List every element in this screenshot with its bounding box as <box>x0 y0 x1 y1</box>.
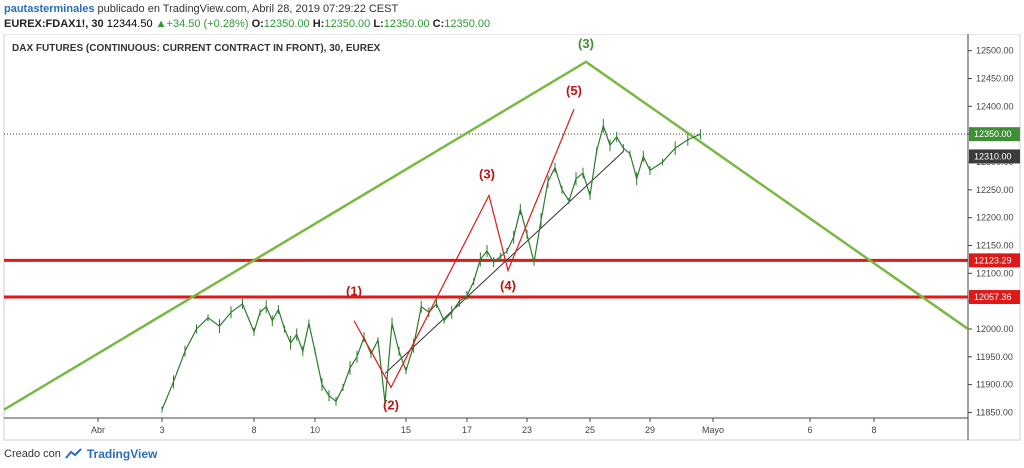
green-wave-group[interactable] <box>3 60 969 411</box>
y-tick-label: 12400.00 <box>976 101 1014 111</box>
wave-label: (5) <box>566 83 582 98</box>
trendline[interactable] <box>384 150 625 374</box>
price-candles-group <box>161 118 701 413</box>
y-tick-label: 12250.00 <box>976 185 1014 195</box>
price-tag-box <box>969 253 1020 268</box>
red-wave-group[interactable] <box>353 108 575 389</box>
chart-header: pautasterminales publicado en TradingVie… <box>4 2 1014 32</box>
chart-frame <box>3 34 1021 441</box>
y-tick-label: 12500.00 <box>976 46 1014 56</box>
y-tick-label: 12450.00 <box>976 74 1014 84</box>
x-tick-label: Abr <box>91 425 105 435</box>
publish-info: publicado en TradingView.com, Abril 28, … <box>97 3 399 15</box>
price-tag-box <box>969 290 1020 305</box>
red-wave-line[interactable] <box>353 108 575 389</box>
x-tick-label: 25 <box>585 425 595 435</box>
created-with-label: Creado con <box>4 448 61 460</box>
open-value: 12350.00 <box>263 18 310 30</box>
wave-label: (3) <box>578 36 594 51</box>
wave-label: (3) <box>479 167 495 182</box>
y-tick-label: 12200.00 <box>976 213 1014 223</box>
price-tag-label: 12350.00 <box>974 129 1012 139</box>
x-tick-label: 3 <box>159 425 164 435</box>
symbol-name: EUREX:FDAX1!, 30 <box>4 18 104 30</box>
wave-labels-group: (1) (2) (3) (4) (5) (3) <box>346 36 594 413</box>
x-tick-label: 8 <box>251 425 256 435</box>
price-change: +34.50 (+0.28%) <box>166 18 249 30</box>
y-tick-label: 11850.00 <box>976 407 1013 417</box>
footer: Creado con TradingView <box>4 444 157 464</box>
x-tick-label: 17 <box>462 425 472 435</box>
author-link[interactable]: pautasterminales <box>4 3 95 15</box>
low-value: 12350.00 <box>383 18 430 30</box>
y-tick-label: 12150.00 <box>976 240 1014 250</box>
x-axis-ticks: Abr 3 8 10 15 17 23 25 29 Mayo 6 8 <box>91 418 877 435</box>
price-chart[interactable]: DAX FUTURES (CONTINUOUS: CURRENT CONTRAC… <box>0 34 1024 442</box>
trendline-group[interactable] <box>384 150 625 374</box>
y-tick-label: 12000.00 <box>976 324 1014 334</box>
last-price: 12344.50 <box>106 18 153 30</box>
x-tick-label: 8 <box>871 425 876 435</box>
x-tick-label: 15 <box>401 425 411 435</box>
tradingview-brand[interactable]: TradingView <box>86 447 158 461</box>
x-tick-label: 29 <box>645 425 655 435</box>
price-tag-box <box>969 127 1020 142</box>
tradingview-logo-icon <box>65 448 82 459</box>
horizontal-levels[interactable] <box>4 133 968 299</box>
close-label: C: <box>432 18 445 30</box>
price-tag-label: 12123.29 <box>974 255 1012 265</box>
green-wave-line[interactable] <box>3 60 969 411</box>
high-value: 12350.00 <box>324 18 371 30</box>
price-tags-group: 12350.00 12310.00 12123.29 12057.36 <box>969 127 1020 305</box>
wave-label: (1) <box>346 284 362 299</box>
wave-label: (2) <box>383 398 399 413</box>
y-tick-label: 12100.00 <box>976 268 1014 278</box>
high-label: H: <box>312 18 325 30</box>
wave-label: (4) <box>500 278 516 293</box>
symbol-line: EUREX:FDAX1!, 30 12344.50 ▲+34.50 (+0.28… <box>4 17 1014 32</box>
y-tick-label: 11900.00 <box>976 380 1013 390</box>
price-tag-label: 12057.36 <box>974 292 1012 302</box>
open-label: O: <box>251 18 264 30</box>
x-tick-label: 10 <box>310 425 320 435</box>
chart-title: DAX FUTURES (CONTINUOUS: CURRENT CONTRAC… <box>12 43 381 54</box>
price-tag-label: 12310.00 <box>974 151 1012 161</box>
price-tag-box <box>969 149 1020 164</box>
y-tick-label: 11950.00 <box>976 352 1013 362</box>
x-tick-label: Mayo <box>702 425 724 435</box>
close-value: 12350.00 <box>444 18 491 30</box>
up-arrow-icon: ▲ <box>155 18 167 30</box>
x-tick-label: 23 <box>522 425 532 435</box>
x-tick-label: 6 <box>807 425 812 435</box>
publish-line: pautasterminales publicado en TradingVie… <box>4 2 1014 17</box>
low-label: L: <box>373 18 384 30</box>
